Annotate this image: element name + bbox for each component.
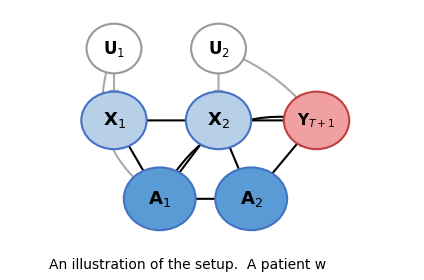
Ellipse shape xyxy=(191,24,246,73)
Ellipse shape xyxy=(186,92,251,149)
Ellipse shape xyxy=(215,167,287,230)
Ellipse shape xyxy=(124,167,195,230)
Text: $\mathbf{U}_1$: $\mathbf{U}_1$ xyxy=(103,39,125,59)
Text: An illustration of the setup.  A patient w: An illustration of the setup. A patient … xyxy=(49,258,326,272)
Text: $\mathbf{A}_2$: $\mathbf{A}_2$ xyxy=(240,189,262,209)
Text: $\mathbf{U}_2$: $\mathbf{U}_2$ xyxy=(208,39,229,59)
Text: $\mathbf{Y}_{T+1}$: $\mathbf{Y}_{T+1}$ xyxy=(297,111,336,130)
Text: $\mathbf{A}_1$: $\mathbf{A}_1$ xyxy=(148,189,171,209)
Ellipse shape xyxy=(284,92,349,149)
Ellipse shape xyxy=(86,24,142,73)
Text: $\mathbf{X}_1$: $\mathbf{X}_1$ xyxy=(103,110,126,130)
Text: $\mathbf{X}_2$: $\mathbf{X}_2$ xyxy=(207,110,230,130)
Ellipse shape xyxy=(81,92,147,149)
